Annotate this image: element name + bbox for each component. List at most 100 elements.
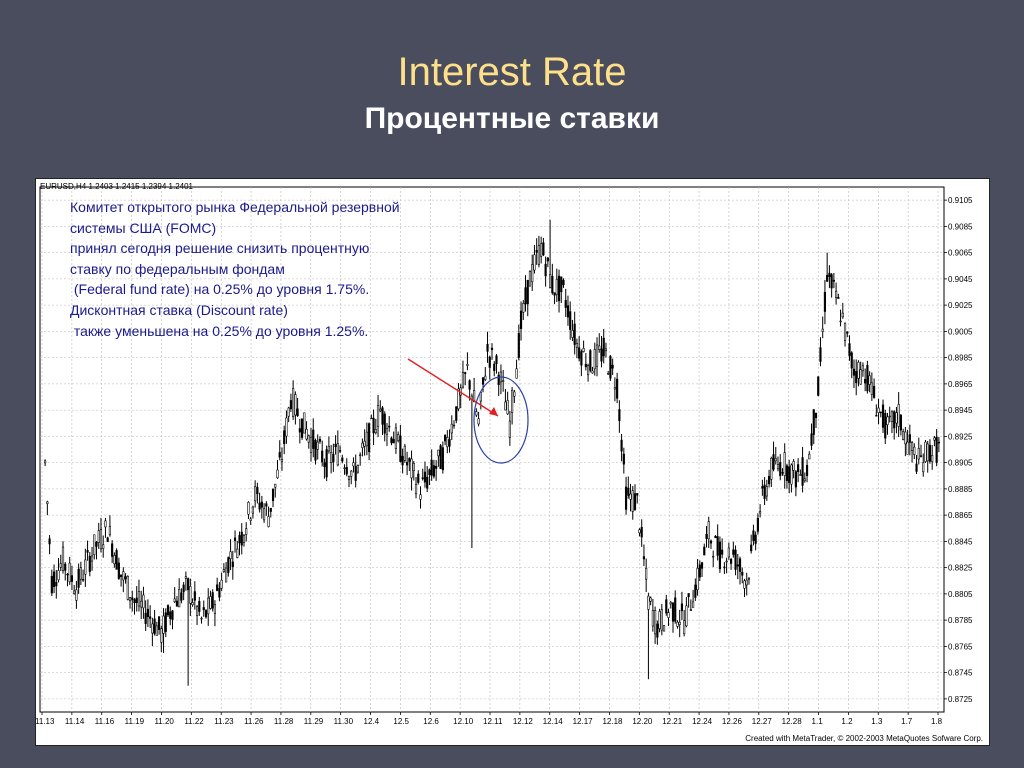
annotation-line: Комитет открытого рынка Федеральной резе…: [70, 199, 400, 215]
x-tick-label: 11.28: [274, 717, 294, 726]
candle-body: [752, 530, 755, 541]
annotation-line: Дисконтная ставка (Discount rate): [70, 301, 288, 318]
candle-body: [314, 440, 317, 461]
candle-body: [937, 441, 940, 444]
candle-body: [875, 415, 878, 417]
candle-body: [372, 417, 375, 434]
slide-title: Interest Rate: [397, 50, 627, 94]
chart-footer: Created with MetaTrader, © 2002-2003 Met…: [745, 734, 983, 743]
candle-body: [383, 413, 386, 434]
candle-body: [240, 531, 243, 546]
candle-body: [808, 453, 811, 460]
candle-body: [557, 275, 561, 302]
candle-body: [868, 375, 871, 385]
candle-body: [926, 443, 929, 462]
candle-body: [298, 428, 301, 433]
candle-body: [97, 530, 100, 543]
candle-body: [734, 549, 737, 570]
candle-body: [309, 436, 313, 453]
candle-body: [759, 511, 762, 514]
candle-body: [928, 444, 932, 462]
candle-body: [546, 257, 549, 262]
candle-body: [631, 490, 634, 512]
candle-body: [602, 337, 605, 357]
candle-body: [397, 434, 400, 441]
candle-body: [260, 501, 263, 508]
candle-body: [126, 576, 129, 600]
candle-body: [680, 603, 684, 612]
candle-body: [497, 374, 500, 385]
candle-body: [801, 457, 804, 486]
candle-body: [783, 452, 786, 476]
candle-body: [544, 263, 547, 277]
candle-body: [712, 555, 715, 558]
annotation-arrow: [407, 358, 499, 417]
candle-body: [687, 593, 690, 598]
candle-body: [122, 571, 125, 581]
candle-body: [571, 330, 574, 338]
candle-body: [654, 610, 657, 635]
candle-body: [305, 428, 308, 440]
candle-body: [332, 453, 335, 463]
candle-body: [144, 612, 147, 624]
x-tick-label: 12.24: [692, 717, 713, 726]
candle-body: [848, 343, 851, 356]
x-tick-label: 11.23: [214, 717, 234, 726]
candle-body: [414, 484, 418, 495]
candle-body: [321, 450, 324, 463]
candle-body: [448, 439, 451, 447]
candle-body: [135, 597, 138, 603]
candle-body: [817, 376, 820, 396]
candle-body: [193, 591, 196, 601]
x-tick-label: 12.12: [513, 717, 534, 726]
candle-body: [171, 610, 174, 620]
candle-body: [347, 476, 351, 480]
candle-body: [73, 590, 76, 594]
candle-body: [591, 370, 594, 374]
candle-body: [908, 434, 911, 443]
candle-body: [93, 534, 96, 555]
candle-body: [669, 602, 672, 605]
candle-body: [490, 347, 494, 350]
candle-body: [705, 534, 708, 539]
candle-body: [276, 469, 279, 479]
candle-body: [502, 380, 505, 382]
candle-body: [763, 484, 766, 499]
candle-body: [678, 621, 681, 625]
candle-body: [265, 503, 268, 507]
candle-body: [137, 591, 141, 607]
candle-body: [66, 573, 69, 576]
x-tick-label: 12.26: [722, 717, 743, 726]
candle-body: [57, 570, 60, 581]
candle-body: [689, 609, 692, 611]
candle-body: [216, 584, 219, 591]
candle-body: [318, 438, 322, 442]
annotation-line: также уменьшена на 0.25% до уровня 1.25%…: [70, 322, 369, 339]
candle-body: [450, 423, 453, 434]
candle-body: [750, 544, 753, 552]
candle-body: [645, 567, 648, 580]
candle-body: [770, 457, 773, 480]
candle-body: [151, 623, 154, 634]
candle-body: [902, 431, 905, 440]
candle-body: [394, 427, 398, 449]
candle-body: [736, 564, 739, 567]
candle-body: [745, 579, 748, 586]
candle-body: [247, 502, 250, 515]
candle-body: [897, 404, 900, 427]
y-tick-label: 0.9045: [948, 275, 973, 284]
x-tick-label: 11.30: [334, 717, 354, 726]
candle-body: [50, 575, 53, 594]
highlight-circle: [473, 376, 529, 464]
candle-body: [160, 628, 163, 643]
candle-body: [178, 589, 181, 608]
candle-body: [665, 599, 668, 614]
candle-body: [772, 454, 775, 470]
candle-body: [790, 464, 793, 485]
candle-body: [721, 549, 724, 555]
candle-body: [627, 487, 630, 496]
candle-body: [115, 550, 118, 570]
candle-body: [616, 378, 619, 399]
x-tick-label: 11.29: [304, 717, 324, 726]
candle-body: [359, 454, 362, 456]
